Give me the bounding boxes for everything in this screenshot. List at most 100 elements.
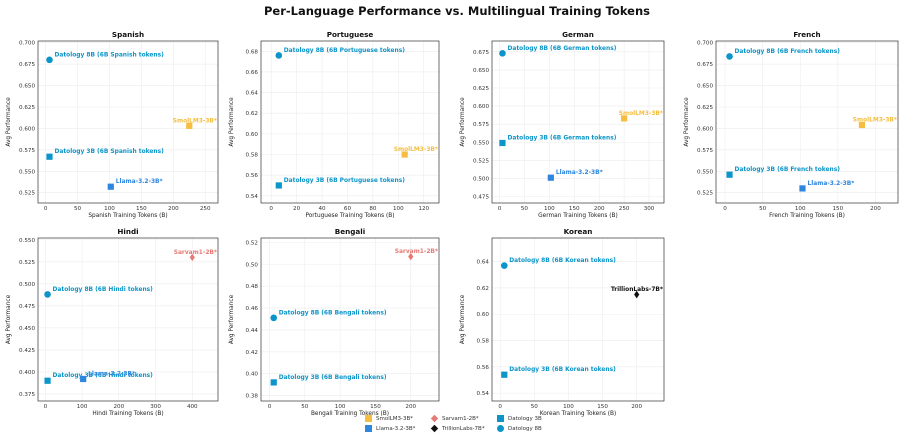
x-tick-label: 150 bbox=[597, 404, 608, 410]
subplot-bengali: 0 50 100 150 200 0.38 0.40 0.42 0.44 0.46 0.48 0.50… bbox=[229, 227, 440, 417]
x-tick-label: 0 bbox=[498, 404, 502, 410]
x-tick-label: 100 bbox=[563, 404, 574, 410]
y-tick-label: 0.575 bbox=[697, 148, 713, 154]
y-tick-label: 0.525 bbox=[473, 158, 489, 164]
legend-label: TrillionLabs-7B* bbox=[442, 425, 485, 432]
x-tick-label: 300 bbox=[150, 404, 161, 410]
x-axis-label: German Training Tokens (B) bbox=[538, 213, 618, 219]
subplot-hindi: 0 100 200 300 400 0.375 0.400 0.425 0.450 0.475 0.… bbox=[6, 227, 219, 417]
y-tick-label: 0.550 bbox=[473, 140, 489, 146]
y-tick-label: 0.58 bbox=[246, 153, 259, 159]
x-tick-label: 100 bbox=[393, 206, 404, 212]
point-label-datology-3b: Datology 3B (6B Korean tokens) bbox=[509, 367, 616, 373]
point-label-smollm3-3b: SmolLM3-3B* bbox=[853, 118, 897, 124]
x-tick-label: 200 bbox=[405, 404, 416, 410]
x-tick-label: 50 bbox=[759, 206, 767, 212]
subplot-spanish: 0 50 100 150 200 250 0.525 0.550 0.575 0.600 0.625… bbox=[6, 30, 219, 219]
y-tick-label: 0.500 bbox=[19, 282, 35, 288]
y-tick-label: 0.600 bbox=[473, 104, 489, 110]
plot-frame bbox=[37, 237, 219, 402]
y-tick-label: 0.64 bbox=[246, 91, 259, 97]
x-tick-label: 200 bbox=[594, 206, 605, 212]
y-tick-label: 0.425 bbox=[19, 348, 35, 354]
legend-marker-icon bbox=[365, 425, 372, 432]
subplot-title: Portuguese bbox=[327, 30, 374, 39]
y-tick-label: 0.650 bbox=[473, 68, 489, 74]
x-tick-label: 200 bbox=[113, 404, 124, 410]
point-datology-3b bbox=[275, 182, 282, 189]
x-tick-label: 0 bbox=[44, 404, 48, 410]
y-tick-label: 0.40 bbox=[246, 372, 259, 378]
point-datology-3b bbox=[726, 171, 733, 178]
y-tick-label: 0.56 bbox=[477, 365, 490, 371]
x-tick-label: 200 bbox=[870, 206, 881, 212]
x-axis-label: Korean Training Tokens (B) bbox=[540, 411, 617, 417]
legend-marker-icon bbox=[365, 415, 372, 422]
legend-item-datology-8b: Datology 8B bbox=[497, 424, 563, 433]
x-tick-label: 150 bbox=[370, 404, 381, 410]
point-datology-8b bbox=[44, 291, 51, 298]
subplot-title: Hindi bbox=[117, 227, 138, 236]
y-tick-label: 0.54 bbox=[246, 194, 259, 200]
point-label-llama-3-2-3b: Llama-3.2-3B* bbox=[807, 181, 854, 187]
chart-legend: SmolLM3-3B* Sarvam1-2B* Datology 3B Llama-3… bbox=[365, 414, 563, 433]
y-tick-label: 0.550 bbox=[19, 238, 35, 244]
subplot-french: 0 50 100 150 200 0.525 0.550 0.575 0.600 0.625 0.6… bbox=[684, 30, 899, 219]
y-tick-label: 0.60 bbox=[477, 312, 490, 318]
y-tick-label: 0.60 bbox=[246, 132, 259, 138]
point-label-datology-8b: Datology 8B (6B Bengali tokens) bbox=[279, 310, 387, 316]
y-tick-label: 0.52 bbox=[246, 240, 258, 246]
point-label-datology-3b: Datology 3B (6B Portuguese tokens) bbox=[284, 178, 405, 184]
x-tick-label: 150 bbox=[832, 206, 843, 212]
point-label-smollm3-3b: SmolLM3-3B* bbox=[619, 111, 663, 117]
x-tick-label: 300 bbox=[644, 206, 655, 212]
point-trillionlabs-7b bbox=[634, 290, 640, 299]
x-axis-label: Bengali Training Tokens (B) bbox=[311, 411, 389, 417]
x-tick-label: 100 bbox=[795, 206, 806, 212]
legend-marker-icon bbox=[430, 414, 439, 423]
x-axis-label: Spanish Training Tokens (B) bbox=[88, 213, 167, 219]
subplot-korean: 0 50 100 150 200 0.54 0.56 0.58 0.60 0.62 0.64 Kore… bbox=[460, 227, 665, 417]
y-axis-label: Avg Performance bbox=[229, 97, 235, 147]
y-tick-label: 0.625 bbox=[473, 86, 489, 92]
plot-frame bbox=[37, 40, 219, 204]
legend-item-smollm3-3b: SmolLM3-3B* bbox=[365, 414, 431, 423]
point-datology-8b bbox=[275, 52, 283, 59]
y-tick-label: 0.38 bbox=[246, 394, 259, 400]
point-label-datology-8b: Datology 8B (6B French tokens) bbox=[735, 49, 841, 55]
legend-marker-icon bbox=[497, 415, 504, 422]
point-smollm3-3b bbox=[401, 151, 408, 158]
point-label-llama-3-2-3b: Llama-3.2-3B* bbox=[88, 371, 135, 377]
y-axis-label: Avg Performance bbox=[6, 97, 12, 147]
y-tick-label: 0.600 bbox=[19, 126, 35, 132]
y-axis-label: Avg Performance bbox=[6, 294, 12, 344]
point-datology-3b bbox=[270, 379, 277, 386]
point-llama-3-2-3b bbox=[799, 185, 806, 192]
y-tick-label: 0.550 bbox=[19, 169, 35, 175]
y-tick-label: 0.625 bbox=[697, 105, 713, 111]
point-llama-3-2-3b bbox=[107, 183, 114, 190]
x-tick-label: 0 bbox=[498, 206, 502, 212]
x-tick-label: 100 bbox=[104, 206, 115, 212]
point-label-llama-3-2-3b: Llama-3.2-3B* bbox=[556, 170, 603, 176]
point-sarvam1-2b bbox=[408, 252, 414, 261]
point-sarvam1-2b bbox=[189, 253, 195, 262]
x-tick-label: 150 bbox=[569, 206, 580, 212]
x-tick-label: 250 bbox=[619, 206, 630, 212]
y-tick-label: 0.525 bbox=[19, 191, 35, 197]
y-tick-label: 0.400 bbox=[19, 370, 35, 376]
x-tick-label: 100 bbox=[77, 404, 88, 410]
y-tick-label: 0.68 bbox=[246, 49, 259, 55]
y-tick-label: 0.46 bbox=[246, 306, 259, 312]
point-label-datology-3b: Datology 3B (6B French tokens) bbox=[735, 167, 841, 173]
point-label-sarvam1-2b: Sarvam1-2B* bbox=[395, 249, 438, 255]
point-label-datology-3b: Datology 3B (6B Bengali tokens) bbox=[279, 375, 387, 381]
subplot-title: Korean bbox=[564, 227, 593, 236]
subplot-title: Bengali bbox=[335, 227, 365, 236]
point-datology-8b bbox=[500, 262, 508, 269]
point-label-datology-3b: Datology 3B (6B German tokens) bbox=[507, 135, 616, 141]
y-tick-label: 0.675 bbox=[473, 50, 489, 56]
y-tick-label: 0.42 bbox=[246, 350, 258, 356]
subplot-german: 0 50 100 150 200 250 300 0.475 0.500 0.525 0.550 0.… bbox=[460, 30, 665, 219]
x-axis-label: Portuguese Training Tokens (B) bbox=[305, 213, 394, 219]
